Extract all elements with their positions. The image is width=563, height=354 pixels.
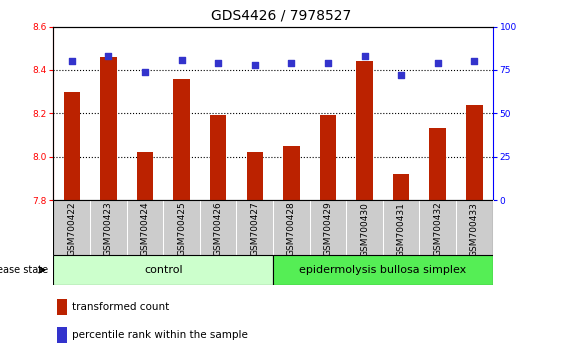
Bar: [56, 327, 68, 343]
Bar: [137, 152, 153, 200]
Bar: [283, 146, 300, 200]
Bar: [236, 200, 273, 255]
Point: [397, 72, 406, 78]
Bar: [127, 200, 163, 255]
Text: GSM700427: GSM700427: [251, 202, 259, 256]
Bar: [247, 152, 263, 200]
Bar: [163, 200, 200, 255]
Bar: [273, 255, 493, 285]
Bar: [210, 115, 226, 200]
Text: GSM700431: GSM700431: [397, 202, 405, 257]
Bar: [320, 115, 336, 200]
Text: disease state: disease state: [0, 265, 48, 275]
Point: [323, 60, 332, 66]
Bar: [356, 61, 373, 200]
Bar: [466, 104, 482, 200]
Text: GSM700433: GSM700433: [470, 202, 479, 257]
Text: GSM700424: GSM700424: [141, 202, 149, 256]
Text: GSM700426: GSM700426: [214, 202, 222, 256]
Text: percentile rank within the sample: percentile rank within the sample: [72, 330, 248, 339]
Bar: [456, 200, 493, 255]
Bar: [200, 200, 236, 255]
Text: control: control: [144, 265, 182, 275]
Point: [104, 53, 113, 59]
Bar: [56, 299, 68, 315]
Bar: [393, 174, 409, 200]
Point: [177, 57, 186, 62]
Bar: [100, 57, 117, 200]
Point: [287, 60, 296, 66]
Bar: [53, 200, 90, 255]
Text: GSM700425: GSM700425: [177, 202, 186, 256]
Bar: [173, 79, 190, 200]
Point: [141, 69, 150, 74]
Text: GSM700432: GSM700432: [434, 202, 442, 256]
Point: [360, 53, 369, 59]
Bar: [310, 200, 346, 255]
Bar: [430, 129, 446, 200]
Point: [214, 60, 223, 66]
Bar: [64, 92, 80, 200]
Text: GSM700423: GSM700423: [104, 202, 113, 256]
Bar: [53, 255, 273, 285]
Point: [250, 62, 259, 68]
Bar: [346, 200, 383, 255]
Point: [68, 58, 77, 64]
Text: GSM700428: GSM700428: [287, 202, 296, 256]
Text: transformed count: transformed count: [72, 302, 169, 313]
Text: GDS4426 / 7978527: GDS4426 / 7978527: [211, 9, 352, 23]
Bar: [90, 200, 127, 255]
Point: [434, 60, 443, 66]
Text: GSM700429: GSM700429: [324, 202, 332, 256]
Bar: [273, 200, 310, 255]
Point: [470, 58, 479, 64]
Bar: [419, 200, 456, 255]
Text: GSM700422: GSM700422: [68, 202, 76, 256]
Text: GSM700430: GSM700430: [360, 202, 369, 257]
Bar: [383, 200, 419, 255]
Text: epidermolysis bullosa simplex: epidermolysis bullosa simplex: [299, 265, 467, 275]
